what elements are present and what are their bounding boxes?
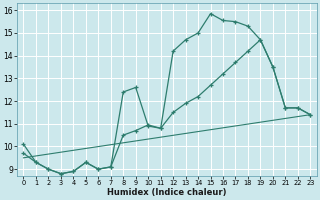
- X-axis label: Humidex (Indice chaleur): Humidex (Indice chaleur): [107, 188, 227, 197]
